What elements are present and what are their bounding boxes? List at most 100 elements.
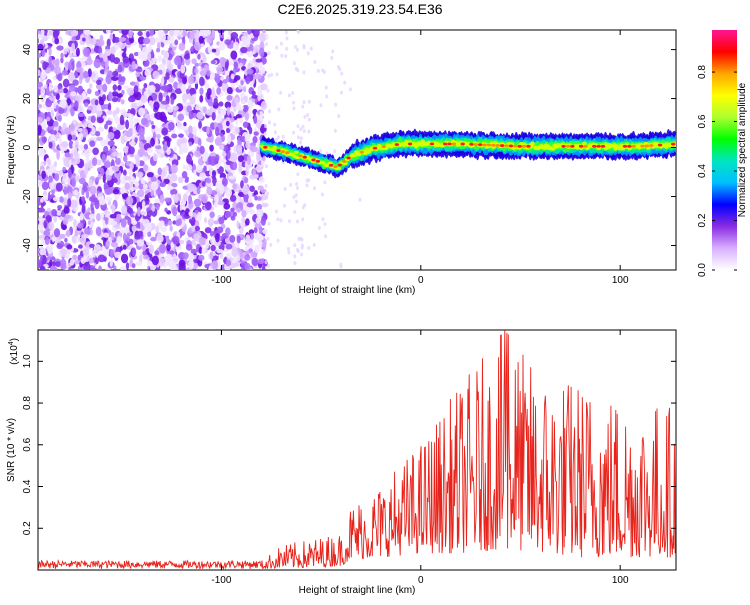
spectrogram-cell (296, 172, 300, 177)
spectrogram-cell (43, 230, 51, 237)
spectrogram-cell (185, 130, 189, 137)
spectrogram-peak (298, 154, 303, 158)
spectrogram-cell (190, 248, 198, 254)
spectrogram-cell (227, 134, 232, 145)
spectrogram-cell (198, 246, 203, 254)
spectrogram-cell (178, 148, 184, 155)
spectrogram-cell (294, 66, 298, 71)
spectrogram-cell (266, 236, 270, 241)
spectrogram-cell (221, 152, 227, 157)
spectrogram-cell (71, 177, 77, 188)
spectrogram-cells (38, 30, 676, 270)
spectrogram-cell (188, 110, 194, 120)
spectrogram-cell (274, 209, 278, 214)
spectrogram-cell (53, 148, 58, 153)
spectrogram-cell (241, 35, 247, 43)
spectrogram-cell (209, 251, 214, 260)
spectrogram-peak (429, 142, 435, 146)
spectrogram-cell (153, 101, 160, 110)
spectrogram-cell (150, 176, 157, 183)
spectrogram-cell (185, 243, 193, 251)
spectrogram-cell (293, 261, 297, 266)
spectrogram-cell (159, 194, 165, 204)
spectrogram-cell (105, 74, 112, 85)
spectrogram-cell (71, 61, 75, 71)
spectrogram-cell (146, 51, 152, 61)
spectrogram-cell (293, 150, 299, 154)
spectrogram-cell (260, 216, 266, 226)
spectrogram-peak (302, 155, 307, 159)
spectrogram-peak (592, 144, 597, 148)
spectrogram-cell (189, 96, 196, 105)
spectrogram-cell (211, 48, 217, 53)
spectrogram-cell (204, 239, 210, 250)
spectrogram-cell (224, 210, 231, 218)
spectrogram-cell (60, 248, 67, 256)
spectrogram-peak (491, 143, 496, 147)
spectrogram-cell (322, 70, 326, 75)
spectrogram-peak (381, 145, 386, 149)
spectrogram-cell (343, 80, 347, 85)
spectrogram-cell (232, 183, 238, 190)
spectrogram-cell (205, 109, 213, 116)
spectrogram-cell (54, 173, 60, 182)
spectrogram-cell (255, 58, 263, 63)
spectrogram-cell (105, 174, 112, 181)
spectrogram-cell (251, 257, 259, 267)
spectrogram-cell (198, 254, 205, 261)
spectrogram-cell (89, 140, 96, 148)
spectrogram-cell (258, 225, 263, 234)
spectrogram-cell (183, 54, 190, 60)
spectrogram-cell (46, 168, 53, 173)
colorbar-label: Normalized spectral amplitude (737, 82, 748, 217)
spectrogram-cell (259, 32, 266, 43)
x-tick-label: 0 (418, 575, 424, 586)
spectrogram-peak (394, 143, 400, 146)
spectrogram-cell (74, 229, 79, 237)
spectrogram-cell (129, 162, 134, 170)
spectrogram-cell (101, 245, 106, 252)
colorbar: 0.0 0.2 0.4 0.6 0.8 Normalized spectral ampl… (697, 30, 748, 277)
spectrogram-cell (165, 165, 169, 173)
spectrogram-cell (301, 217, 305, 222)
spectrogram-cell (104, 188, 112, 195)
spectrogram-cell (58, 125, 62, 131)
spectrogram-cell (307, 129, 311, 134)
spectrogram-peak (495, 143, 500, 147)
spectrogram-cell (157, 231, 162, 241)
spectrogram-cell (109, 52, 115, 63)
spectrogram-cell (77, 112, 85, 118)
spectrogram-cell (236, 146, 243, 156)
spectrogram-cell (141, 200, 146, 209)
spectrogram-cell (125, 119, 130, 130)
spectrogram-cell (51, 236, 57, 242)
spectrogram-cell (211, 260, 219, 270)
spectrogram-cell (247, 197, 253, 203)
spectrogram-cell (336, 167, 342, 171)
spectrogram-cell (264, 124, 268, 129)
spectrogram-cell (266, 191, 270, 196)
spectrogram-cell (151, 57, 158, 62)
spectrogram-peak (565, 144, 571, 148)
spectrogram-cell (243, 192, 249, 203)
spectrogram-cell (199, 69, 207, 77)
spectrogram-cell (44, 236, 50, 245)
spectrogram-cell (158, 69, 163, 75)
spectrogram-cell (166, 239, 172, 245)
spectrogram-cell (111, 97, 119, 103)
spectrogram-cell (40, 237, 45, 244)
spectrogram-cell (42, 104, 46, 109)
spectrogram-peak (442, 142, 448, 146)
spectrogram-cell (213, 97, 218, 107)
spectrogram-cell (260, 100, 267, 111)
spectrogram-cell (289, 182, 293, 187)
spectrogram-cell (325, 94, 329, 99)
spectrogram-peak (263, 145, 268, 149)
spectrogram-cell (191, 225, 196, 232)
spectrogram-cell (92, 147, 99, 156)
spectrogram-cell (230, 31, 239, 40)
spectrogram-cell (225, 120, 230, 127)
spectrogram-peak (359, 150, 364, 154)
spectrogram-cell (88, 213, 96, 219)
spectrogram-cell (233, 41, 240, 51)
